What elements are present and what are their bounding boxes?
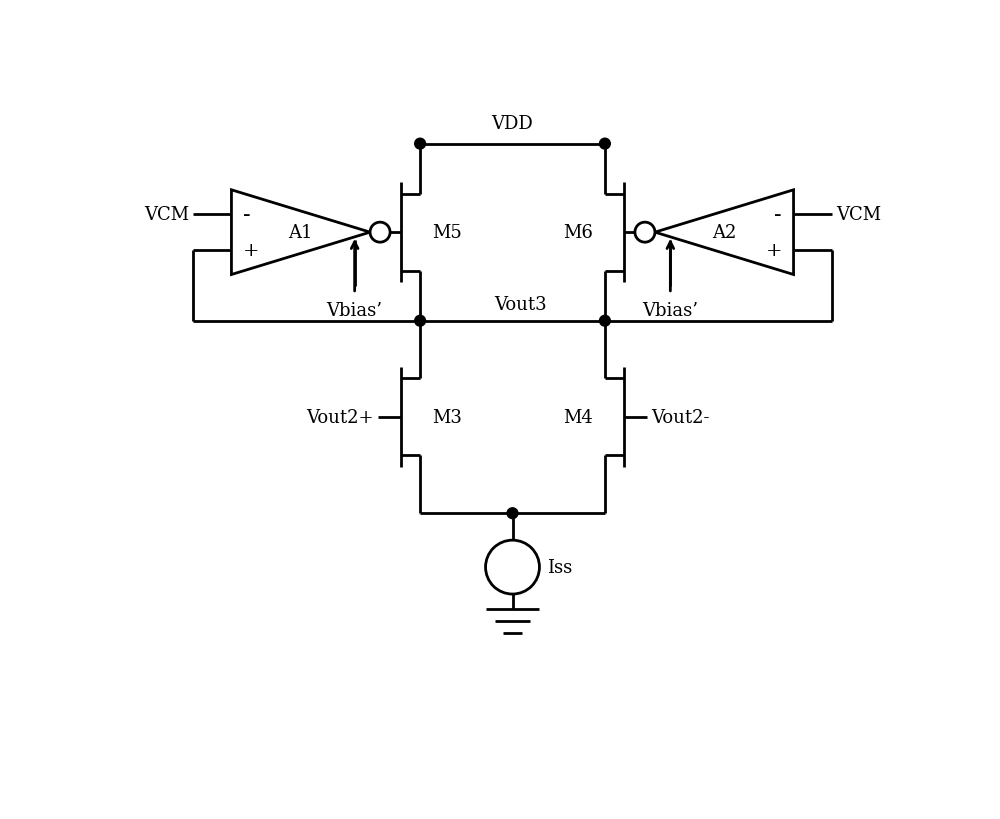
Text: VCM: VCM bbox=[144, 206, 189, 224]
Text: VDD: VDD bbox=[492, 115, 533, 133]
Text: +: + bbox=[243, 242, 260, 260]
Text: M5: M5 bbox=[432, 224, 461, 242]
Text: Iss: Iss bbox=[547, 559, 572, 577]
Circle shape bbox=[415, 316, 425, 327]
Text: Vout2-: Vout2- bbox=[651, 409, 710, 427]
Text: A1: A1 bbox=[289, 224, 313, 242]
Circle shape bbox=[415, 139, 425, 150]
Text: Vbias’: Vbias’ bbox=[327, 302, 383, 320]
Circle shape bbox=[486, 541, 539, 595]
Text: Vout2+: Vout2+ bbox=[306, 409, 374, 427]
Text: -: - bbox=[774, 204, 782, 226]
Text: VCM: VCM bbox=[836, 206, 881, 224]
Text: Vout3: Vout3 bbox=[494, 296, 547, 314]
Circle shape bbox=[600, 139, 610, 150]
Circle shape bbox=[507, 508, 518, 519]
Text: -: - bbox=[243, 204, 251, 226]
Circle shape bbox=[600, 316, 610, 327]
Text: +: + bbox=[766, 242, 782, 260]
Text: Vbias’: Vbias’ bbox=[642, 302, 698, 320]
Circle shape bbox=[635, 223, 655, 243]
Text: A2: A2 bbox=[712, 224, 736, 242]
Circle shape bbox=[370, 223, 390, 243]
Text: M3: M3 bbox=[432, 409, 462, 427]
Text: M6: M6 bbox=[563, 224, 593, 242]
Text: M4: M4 bbox=[564, 409, 593, 427]
